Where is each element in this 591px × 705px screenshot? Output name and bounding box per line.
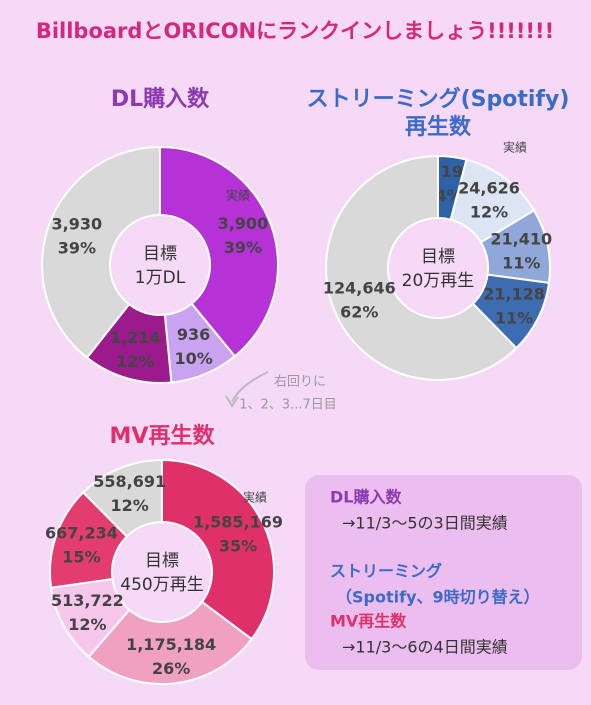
note: MV再生数 — [330, 612, 407, 631]
percent-label: 15% — [62, 547, 100, 566]
donut-segment — [161, 458, 275, 641]
note: →11/3～6の4日間実績 — [342, 638, 508, 657]
value-label: 24,626 — [458, 179, 520, 198]
percent-label: 39% — [224, 238, 262, 257]
donut-segment — [41, 145, 161, 360]
donut-segment — [81, 458, 163, 538]
center-label: 目標 — [421, 247, 455, 267]
chart-title: MV再生数 — [110, 423, 216, 449]
percent-label: 12% — [116, 352, 154, 371]
donut-segment — [87, 600, 254, 685]
note: ストリーミング — [330, 562, 442, 581]
percent-label: 26% — [152, 659, 190, 678]
value-label: 936 — [177, 325, 210, 344]
value-label: 1,585,169 — [193, 512, 283, 531]
annotation: 実績 — [243, 490, 267, 505]
value-label: 667,234 — [45, 523, 118, 542]
value-label: 513,722 — [51, 591, 124, 610]
annotation: 実績 — [226, 188, 250, 203]
value-label: 3,930 — [52, 215, 103, 234]
center-label: 目標 — [145, 551, 179, 571]
arrow-head — [225, 395, 239, 408]
percent-label: 35% — [219, 536, 257, 555]
chart-title: 再生数 — [405, 114, 472, 140]
value-label: 124,646 — [323, 279, 396, 298]
percent-label: 10% — [174, 349, 212, 368]
note: （Spotify、9時切り替え） — [336, 588, 540, 607]
rotation-note: 1、2、3...7日目 — [239, 398, 336, 413]
note: DL購入数 — [330, 488, 402, 507]
value-label: 1,175,184 — [126, 635, 216, 654]
value-label: 21,128 — [483, 285, 545, 304]
percent-label: 39% — [58, 239, 96, 258]
percent-label: 12% — [470, 203, 508, 222]
page-title: BillboardとORICONにランクインしましょう!!!!!!! — [36, 19, 554, 43]
value-label: 558,691 — [93, 472, 166, 491]
note: →11/3～5の3日間実績 — [342, 514, 508, 533]
center-label: 20万再生 — [402, 271, 475, 291]
donut-segment — [159, 145, 279, 358]
percent-label: 12% — [111, 496, 149, 515]
percent-label: 11% — [502, 253, 540, 272]
rotation-arrow — [231, 371, 269, 403]
chart-title: ストリーミング(Spotify) — [307, 86, 570, 112]
notes-box — [305, 475, 582, 670]
percent-label: 12% — [68, 615, 106, 634]
center-label: 1万DL — [135, 268, 186, 288]
rotation-note: 右回りに — [274, 375, 326, 390]
percent-label: 62% — [340, 303, 378, 322]
annotation: 実績 — [503, 140, 527, 155]
percent-label: 11% — [495, 309, 533, 328]
center-label: 目標 — [143, 244, 177, 264]
value-label: 1,214 — [110, 328, 161, 347]
chart-title: DL購入数 — [111, 86, 210, 112]
center-label: 450万再生 — [120, 575, 203, 595]
value-label: 21,410 — [490, 229, 552, 248]
donut-segment — [325, 154, 518, 381]
value-label: 3,900 — [218, 214, 269, 233]
